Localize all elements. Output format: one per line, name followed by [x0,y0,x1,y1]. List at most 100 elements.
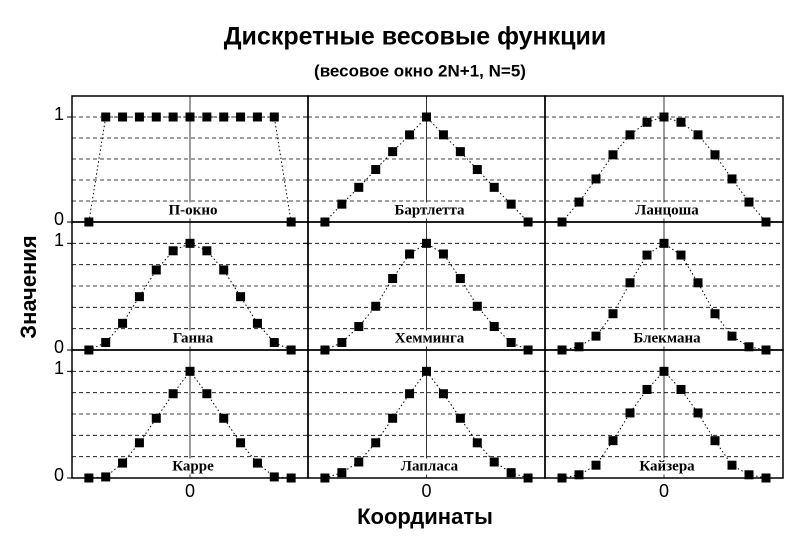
y-tick-label: 1 [54,104,64,124]
label-background [629,330,706,347]
marker [472,301,482,311]
marker [659,366,669,376]
marker [185,238,195,248]
marker [710,150,720,160]
y-tick-label: 0 [54,209,64,229]
marker [591,460,601,470]
marker [168,112,178,122]
marker [185,366,195,376]
marker [574,342,584,352]
panel-label: Блекмана [633,330,701,346]
marker [168,246,178,256]
marker [506,199,516,209]
marker [101,472,111,482]
marker [101,112,111,122]
x-tick-label: 0 [421,481,431,501]
marker [489,182,499,192]
marker [625,278,635,288]
marker [608,309,618,319]
marker [693,278,703,288]
marker [269,112,279,122]
marker [252,112,262,122]
marker [354,457,364,467]
marker [118,458,128,468]
label-background [164,202,222,219]
marker [642,117,652,127]
marker [219,265,229,275]
marker [659,112,669,122]
marker [608,436,618,446]
marker [337,338,347,348]
marker [236,292,246,302]
marker [591,331,601,341]
y-tick-label: 1 [54,358,64,378]
marker [744,470,754,480]
y-tick-label: 0 [54,337,64,357]
marker [438,130,448,140]
marker [151,265,161,275]
marker [625,130,635,140]
marker [591,174,601,184]
panel-label: Карре [172,458,214,474]
marker [134,438,144,448]
label-background [390,202,470,219]
marker [642,384,652,394]
marker [506,338,516,348]
marker [642,250,652,260]
marker [371,301,381,311]
marker [625,408,635,418]
x-axis-label: Координаты [357,504,493,529]
marker [489,322,499,332]
marker [676,384,686,394]
subtitle: (весовое окно 2N+1, N=5) [314,61,526,80]
label-background [635,458,700,475]
title: Дискретные весовые функции [224,23,607,51]
marker [118,318,128,328]
marker [252,318,262,328]
marker [202,112,212,122]
marker [371,438,381,448]
marker [269,338,279,348]
label-background [390,330,469,347]
marker [608,150,618,160]
marker [337,199,347,209]
panel-frame [544,349,784,479]
marker [405,249,415,259]
marker [422,366,431,376]
marker [438,249,448,259]
marker [337,468,347,478]
marker [236,112,246,122]
label-background [396,458,463,475]
marker [371,165,381,174]
marker [727,174,737,184]
marker [455,413,465,423]
marker [727,331,737,341]
marker [405,130,415,140]
label-background [168,458,219,475]
marker [472,165,482,174]
marker [455,147,465,157]
marker [219,112,229,122]
marker [659,238,669,248]
panel-label: П-окно [169,202,218,218]
panel-label: Ганна [173,330,214,346]
marker [185,112,195,122]
marker [388,274,398,284]
marker [388,413,398,423]
marker [574,197,584,207]
y-tick-label: 0 [54,465,64,485]
marker [219,413,229,423]
marker [693,408,703,418]
marker [472,438,482,448]
marker [727,460,737,470]
marker [489,457,499,467]
marker [438,389,448,399]
marker [101,338,111,348]
marker [354,182,364,192]
marker [269,472,279,482]
marker [236,438,246,448]
marker [693,130,703,140]
label-background [168,330,218,347]
marker [744,342,754,352]
marker [151,413,161,423]
